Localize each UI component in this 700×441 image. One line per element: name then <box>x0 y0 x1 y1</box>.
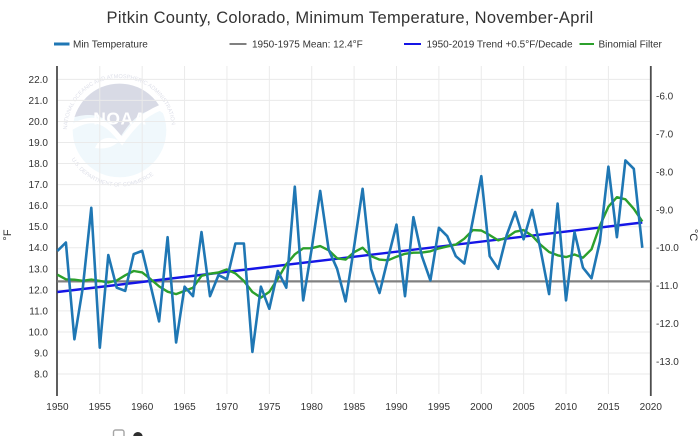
svg-text:12.0: 12.0 <box>29 285 49 296</box>
svg-text:-9.0: -9.0 <box>656 205 674 216</box>
svg-text:Pitkin County, Colorado, Minim: Pitkin County, Colorado, Minimum Tempera… <box>107 9 594 27</box>
svg-text:2010: 2010 <box>555 402 578 413</box>
svg-text:2005: 2005 <box>512 402 535 413</box>
svg-text:1990: 1990 <box>385 402 408 413</box>
svg-text:-12.0: -12.0 <box>656 319 679 330</box>
svg-text:1955: 1955 <box>89 402 112 413</box>
svg-text:1980: 1980 <box>301 402 324 413</box>
svg-text:1965: 1965 <box>173 402 196 413</box>
svg-text:22.0: 22.0 <box>29 75 49 86</box>
svg-text:-11.0: -11.0 <box>656 281 678 292</box>
svg-text:10.0: 10.0 <box>29 327 49 338</box>
svg-text:2020: 2020 <box>640 402 663 413</box>
svg-text:2000: 2000 <box>470 402 493 413</box>
svg-text:Binomial Filter: Binomial Filter <box>599 40 663 51</box>
svg-text:-8.0: -8.0 <box>656 168 674 179</box>
svg-text:11.0: 11.0 <box>29 306 48 317</box>
svg-text:19.0: 19.0 <box>29 138 49 149</box>
svg-text:-6.0: -6.0 <box>656 92 674 103</box>
svg-text:1985: 1985 <box>343 402 366 413</box>
svg-text:16.0: 16.0 <box>29 201 49 212</box>
svg-text:-13.0: -13.0 <box>656 357 679 368</box>
svg-text:-10.0: -10.0 <box>656 243 679 254</box>
svg-text:1960: 1960 <box>131 402 154 413</box>
svg-text:21.0: 21.0 <box>29 96 49 107</box>
svg-text:1950-2019 Trend +0.5°F/Decade: 1950-2019 Trend +0.5°F/Decade <box>427 40 573 51</box>
svg-text:1950: 1950 <box>46 402 69 413</box>
svg-text:13.0: 13.0 <box>29 264 49 275</box>
svg-text:°F: °F <box>2 229 14 240</box>
svg-text:Min Temperature: Min Temperature <box>73 40 148 51</box>
svg-text:2015: 2015 <box>597 402 620 413</box>
svg-text:15.0: 15.0 <box>29 222 49 233</box>
svg-text:1995: 1995 <box>428 402 451 413</box>
svg-text:17.0: 17.0 <box>29 180 49 191</box>
svg-text:14.0: 14.0 <box>29 243 49 254</box>
svg-text:1970: 1970 <box>216 402 239 413</box>
svg-text:9.0: 9.0 <box>34 349 48 360</box>
svg-text:NOAA: NOAA <box>93 109 147 129</box>
svg-text:8.0: 8.0 <box>34 370 48 381</box>
svg-text:18.0: 18.0 <box>29 159 49 170</box>
svg-text:20.0: 20.0 <box>29 117 49 128</box>
svg-text:1975: 1975 <box>258 402 281 413</box>
svg-text:-7.0: -7.0 <box>656 130 674 141</box>
svg-text:°C: °C <box>687 229 699 241</box>
svg-text:1950-1975 Mean: 12.4°F: 1950-1975 Mean: 12.4°F <box>252 40 363 51</box>
